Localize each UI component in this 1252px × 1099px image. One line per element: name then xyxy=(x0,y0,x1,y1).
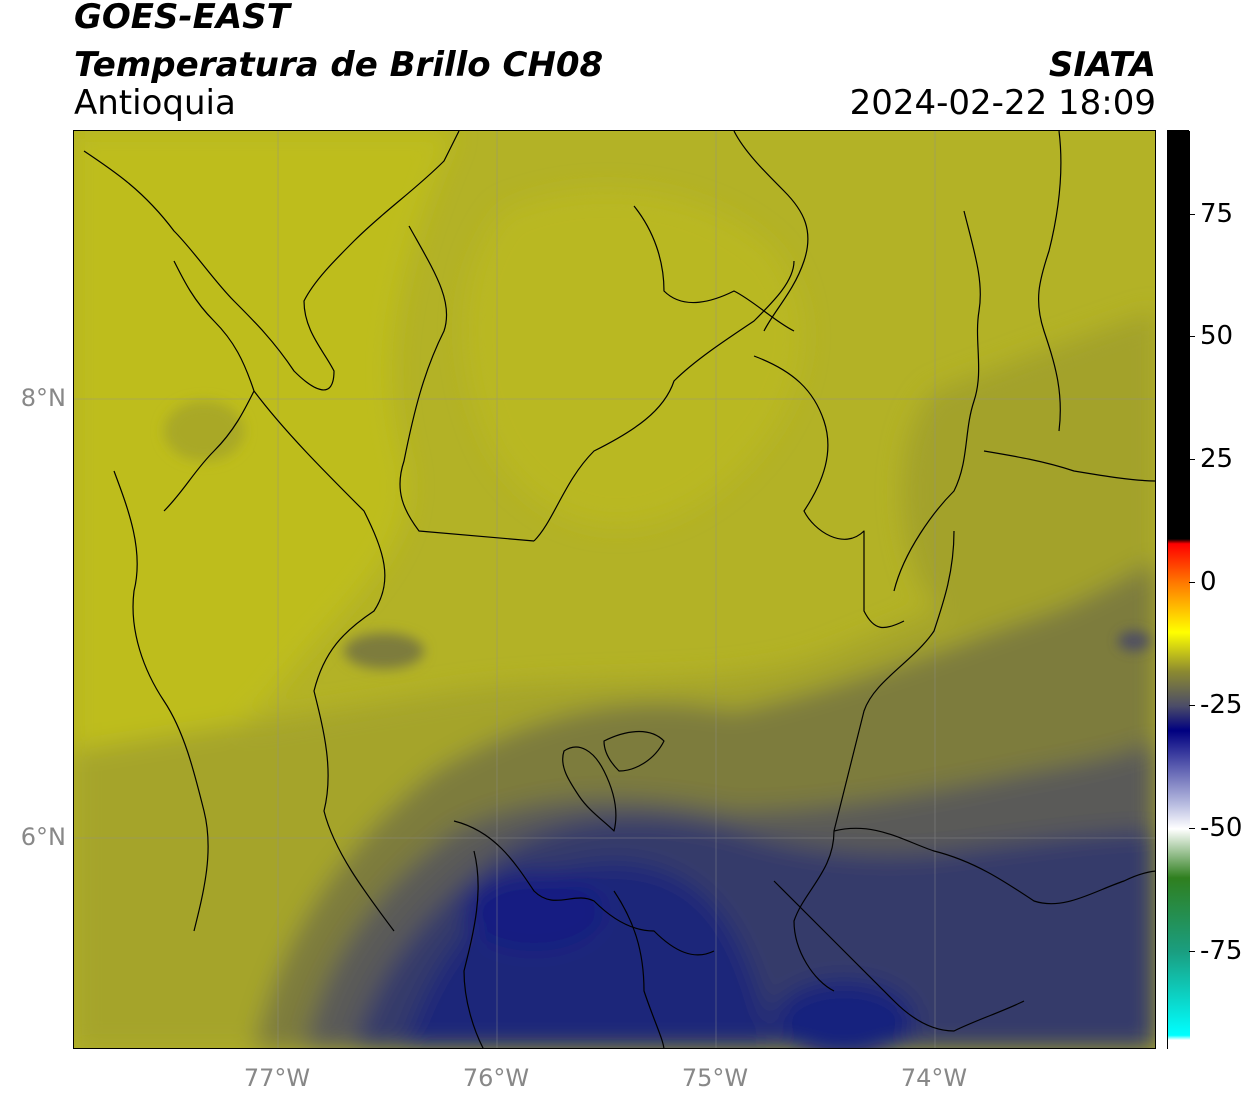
colorbar-tick-label: 75 xyxy=(1200,198,1234,229)
warm-band-west xyxy=(74,131,454,777)
cold-cell-core xyxy=(464,871,604,951)
product-title: Temperatura de Brillo CH08 xyxy=(74,45,604,85)
cloud-detail xyxy=(164,401,1150,669)
colorbar-tick-label: -25 xyxy=(1200,689,1243,720)
border-cesar-north xyxy=(1037,131,1062,432)
border-choco-antioquia xyxy=(253,390,395,932)
coastline-uraba-inner xyxy=(163,260,255,512)
municipality-cluster-2 xyxy=(603,730,665,772)
cold-cell-south xyxy=(774,981,914,1048)
colorbar-fill xyxy=(1168,131,1190,1050)
colorbar xyxy=(1167,130,1190,1050)
satellite-title: GOES-EAST xyxy=(74,0,290,37)
border-antioquia-santander xyxy=(793,530,955,992)
brightness-temperature-map xyxy=(73,130,1156,1049)
colorbar-tick-label: -75 xyxy=(1200,935,1243,966)
border-caldas xyxy=(453,820,715,956)
colorbar-tick-mark xyxy=(1189,459,1195,461)
coastline-pacific xyxy=(113,470,209,932)
border-antioquia-cordoba xyxy=(399,225,535,542)
border-risaralda xyxy=(613,890,665,1048)
colorbar-tick-mark xyxy=(1189,336,1195,338)
municipality-cluster xyxy=(562,746,617,832)
cloud-blob-2 xyxy=(164,401,244,461)
coastline-gulf-uraba xyxy=(83,131,460,391)
border-sucre-bolivar xyxy=(633,205,795,332)
colorbar-tick-mark xyxy=(1189,827,1195,829)
lon-tick-74: 74°W xyxy=(900,1064,968,1092)
border-antioquia-bolivar xyxy=(753,355,905,629)
olive-east xyxy=(902,311,1155,659)
warm-band-center xyxy=(465,190,803,526)
colorbar-tick-label: 0 xyxy=(1200,567,1217,598)
border-bolivar-north xyxy=(733,131,809,332)
agency-label: SIATA xyxy=(1048,45,1156,85)
lat-tick-8: 8°N xyxy=(20,384,66,412)
cloud-blob-1 xyxy=(344,633,424,669)
border-cordoba-sucre xyxy=(533,260,795,542)
region-label: Antioquia xyxy=(74,83,236,123)
lon-tick-75: 75°W xyxy=(681,1064,749,1092)
border-magdalena-river xyxy=(893,210,981,592)
lat-tick-6: 6°N xyxy=(20,823,66,851)
map-canvas xyxy=(74,131,1155,1048)
colorbar-tick-label: 50 xyxy=(1200,321,1234,352)
cloud-blob-3 xyxy=(1118,631,1150,651)
border-boyaca xyxy=(833,827,1155,905)
graticule xyxy=(74,131,1155,1048)
border-tolima xyxy=(773,880,1025,1032)
lon-tick-76: 76°W xyxy=(462,1064,530,1092)
colorbar-tick-label: 25 xyxy=(1200,444,1234,475)
lon-tick-77: 77°W xyxy=(243,1064,311,1092)
datetime-label: 2024-02-22 18:09 xyxy=(849,83,1156,123)
colorbar-tick-mark xyxy=(1189,950,1195,952)
temperature-field-layers xyxy=(74,131,1155,1048)
colorbar-tick-mark xyxy=(1189,704,1195,706)
border-south-west xyxy=(463,850,484,1048)
colorbar-gradient xyxy=(1168,131,1190,1050)
colorbar-tick-label: -50 xyxy=(1200,812,1243,843)
colorbar-tick-mark xyxy=(1189,582,1195,584)
colorbar-tick-mark xyxy=(1189,213,1195,215)
borders xyxy=(83,131,1155,1048)
border-east-cesar xyxy=(983,450,1155,482)
